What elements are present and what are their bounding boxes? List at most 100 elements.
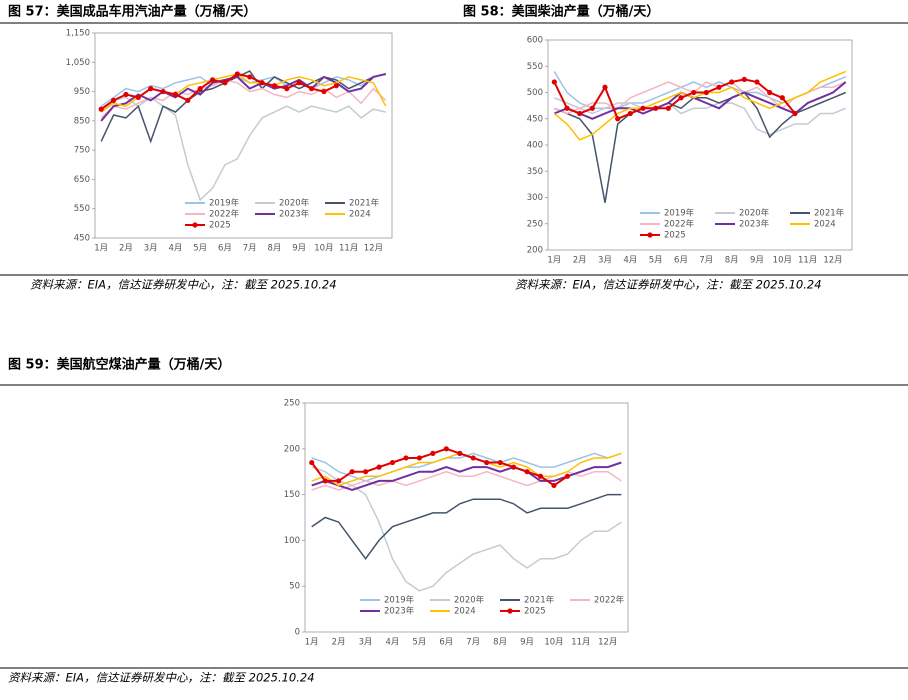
series-marker — [716, 84, 722, 90]
series-marker — [443, 446, 449, 452]
series-marker — [197, 86, 203, 92]
x-tick-label: 5月 — [412, 638, 426, 648]
x-tick-label: 6月 — [439, 638, 453, 648]
x-tick-label: 9月 — [520, 638, 534, 648]
series-marker — [376, 464, 382, 470]
series-marker — [457, 450, 463, 456]
x-tick-label: 10月 — [544, 638, 563, 648]
x-tick-label: 12月 — [364, 244, 383, 254]
y-tick-label: 850 — [74, 116, 90, 126]
source-note: 资料来源：EIA，信达证券研发中心，注：截至 2025.10.24 — [30, 278, 337, 292]
series-line — [311, 470, 622, 491]
series-line — [100, 79, 387, 119]
x-tick-label: 8月 — [493, 638, 507, 648]
series-marker — [792, 110, 798, 117]
series-marker — [284, 86, 290, 92]
series-marker — [602, 84, 608, 90]
y-tick-label: 550 — [74, 204, 90, 214]
y-tick-label: 300 — [527, 193, 543, 203]
series-marker — [691, 89, 697, 96]
x-tick-label: 4月 — [386, 638, 400, 648]
legend-label: 2020年 — [279, 198, 310, 209]
legend-label: 2024 — [349, 210, 371, 220]
legend-label: 2019年 — [384, 595, 415, 606]
series-marker — [98, 106, 104, 112]
series-line — [311, 466, 622, 592]
x-tick-label: 3月 — [598, 256, 612, 266]
series-line — [554, 97, 846, 136]
x-tick-label: 2月 — [332, 638, 346, 648]
y-tick-label: 250 — [284, 399, 300, 409]
y-tick-label: 250 — [527, 219, 543, 229]
legend-marker — [507, 608, 513, 614]
legend-label: 2025 — [209, 221, 231, 231]
series-marker — [349, 469, 355, 475]
y-tick-label: 200 — [284, 444, 300, 454]
series-marker — [309, 459, 315, 466]
legend-label: 2025 — [664, 231, 686, 241]
series-marker — [511, 464, 517, 470]
series-marker — [430, 450, 436, 456]
x-tick-label: 1月 — [547, 256, 561, 266]
y-tick-label: 750 — [74, 146, 90, 156]
x-tick-label: 1月 — [305, 638, 319, 648]
x-tick-label: 5月 — [649, 256, 663, 266]
series-marker — [259, 80, 265, 86]
x-tick-label: 12月 — [598, 638, 617, 648]
y-tick-label: 950 — [74, 87, 90, 97]
legend-label: 2024 — [454, 607, 476, 617]
legend-label: 2021年 — [349, 198, 380, 209]
chart-title: 图 58：美国柴油产量（万桶/天） — [463, 4, 659, 20]
source-note: 资料来源：EIA，信达证券研发中心，注：截至 2025.10.24 — [8, 671, 315, 685]
series-marker — [185, 97, 191, 103]
x-tick-label: 9月 — [750, 256, 764, 266]
x-tick-label: 9月 — [292, 244, 306, 254]
legend-label: 2021年 — [814, 208, 845, 219]
x-tick-label: 2月 — [573, 256, 587, 266]
series-marker — [497, 459, 503, 466]
series-marker — [551, 482, 557, 489]
series-marker — [362, 469, 369, 475]
x-tick-label: 7月 — [466, 638, 480, 648]
series-marker — [172, 91, 179, 98]
series-marker — [767, 89, 773, 96]
series-line — [553, 70, 846, 141]
x-tick-label: 7月 — [243, 244, 257, 254]
legend-label: 2023年 — [279, 209, 310, 220]
legend-marker — [647, 232, 653, 238]
series-marker — [336, 478, 342, 484]
x-tick-label: 8月 — [267, 244, 281, 254]
y-tick-label: 650 — [74, 175, 90, 185]
legend-label: 2023年 — [739, 219, 770, 230]
series-marker — [678, 95, 684, 101]
series-marker — [308, 86, 315, 92]
chart-title: 图 57：美国成品车用汽油产量（万桶/天） — [8, 4, 256, 20]
legend-label: 2020年 — [454, 595, 485, 606]
series-marker — [296, 80, 302, 86]
series-marker — [110, 97, 117, 103]
y-tick-label: 200 — [527, 246, 543, 256]
legend-label: 2019年 — [209, 198, 240, 209]
series-marker — [615, 116, 621, 122]
series-line — [100, 96, 386, 202]
series-marker — [416, 455, 422, 461]
legend-label: 2024 — [814, 220, 836, 230]
series-marker — [322, 478, 328, 484]
legend-label: 2022年 — [209, 209, 240, 220]
series-line — [311, 493, 622, 560]
series-marker — [729, 79, 735, 85]
x-tick-label: 3月 — [359, 638, 373, 648]
series-marker — [627, 110, 633, 117]
series-marker — [754, 79, 760, 85]
series-marker — [703, 89, 709, 96]
x-tick-label: 12月 — [823, 256, 842, 266]
x-tick-label: 4月 — [623, 256, 637, 266]
series-marker — [564, 473, 571, 479]
series-marker — [779, 95, 785, 101]
series-marker — [564, 105, 570, 111]
series-marker — [123, 91, 129, 98]
series-line — [100, 73, 386, 107]
series-marker — [135, 94, 141, 101]
y-tick-label: 0 — [295, 628, 300, 638]
